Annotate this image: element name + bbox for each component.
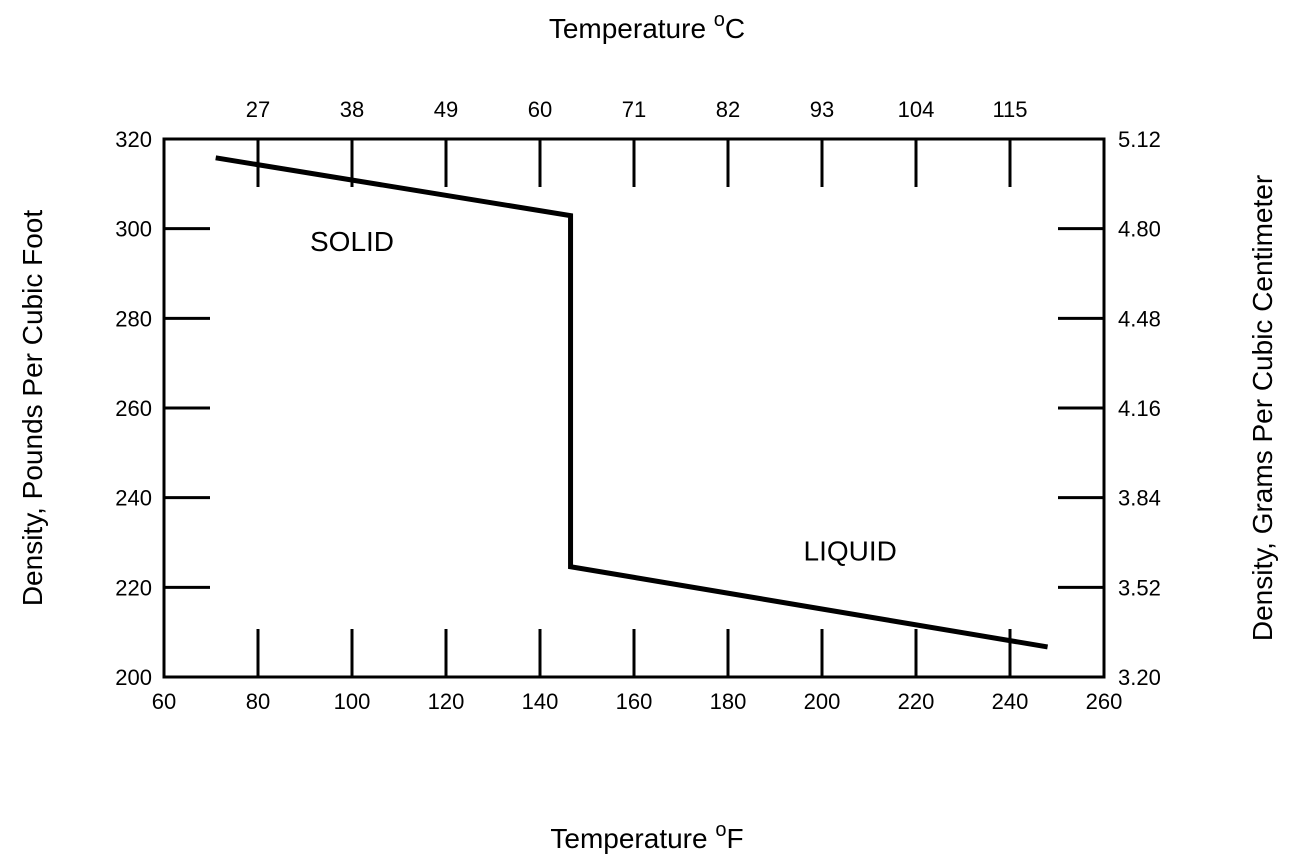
region-label-liquid: LIQUID	[804, 535, 897, 566]
bottom-tick-label: 200	[804, 689, 841, 714]
bottom-tick-label: 80	[246, 689, 270, 714]
top-tick-label: 27	[246, 97, 270, 122]
top-tick-label: 60	[528, 97, 552, 122]
top-axis-title: Temperature oC	[549, 9, 745, 44]
left-tick-label: 260	[115, 396, 152, 421]
right-tick-label: 4.16	[1118, 396, 1161, 421]
bottom-axis-title: Temperature oF	[550, 819, 743, 854]
plot-frame	[162, 137, 1106, 679]
right-tick-label: 4.48	[1118, 306, 1161, 331]
top-tick-label: 82	[716, 97, 740, 122]
bottom-tick-label: 180	[710, 689, 747, 714]
density-series-line	[215, 155, 1049, 650]
tick-marks	[164, 139, 1104, 677]
right-axis-title: Density, Grams Per Cubic Centimeter	[1247, 175, 1278, 641]
bottom-tick-label: 220	[898, 689, 935, 714]
top-tick-label: 104	[898, 97, 935, 122]
top-tick-label: 38	[340, 97, 364, 122]
right-tick-label: 3.84	[1118, 486, 1161, 511]
right-tick-label: 3.20	[1118, 665, 1161, 690]
top-tick-label: 93	[810, 97, 834, 122]
left-tick-label: 220	[115, 575, 152, 600]
right-tick-label: 5.12	[1118, 127, 1161, 152]
left-tick-label: 320	[115, 127, 152, 152]
top-tick-label: 49	[434, 97, 458, 122]
tick-labels: 60 80 100 120 140 160 180 200 220 240 260 27 38 49 60 7…	[115, 97, 1161, 714]
region-annotations: SOLID LIQUID	[310, 226, 897, 566]
left-tick-label: 240	[115, 486, 152, 511]
top-tick-label: 71	[622, 97, 646, 122]
bottom-tick-label: 260	[1086, 689, 1123, 714]
right-tick-label: 3.52	[1118, 575, 1161, 600]
bottom-tick-label: 100	[334, 689, 371, 714]
bottom-tick-label: 140	[522, 689, 559, 714]
bottom-tick-label: 240	[992, 689, 1029, 714]
left-axis-title: Density, Pounds Per Cubic Foot	[17, 210, 48, 607]
left-tick-label: 300	[115, 217, 152, 242]
top-tick-label: 115	[992, 97, 1027, 122]
right-tick-label: 4.80	[1118, 217, 1161, 242]
left-tick-label: 200	[115, 665, 152, 690]
bottom-tick-label: 60	[152, 689, 176, 714]
region-label-solid: SOLID	[310, 226, 394, 257]
left-tick-label: 280	[115, 306, 152, 331]
bottom-tick-label: 160	[616, 689, 653, 714]
bottom-tick-label: 120	[428, 689, 465, 714]
